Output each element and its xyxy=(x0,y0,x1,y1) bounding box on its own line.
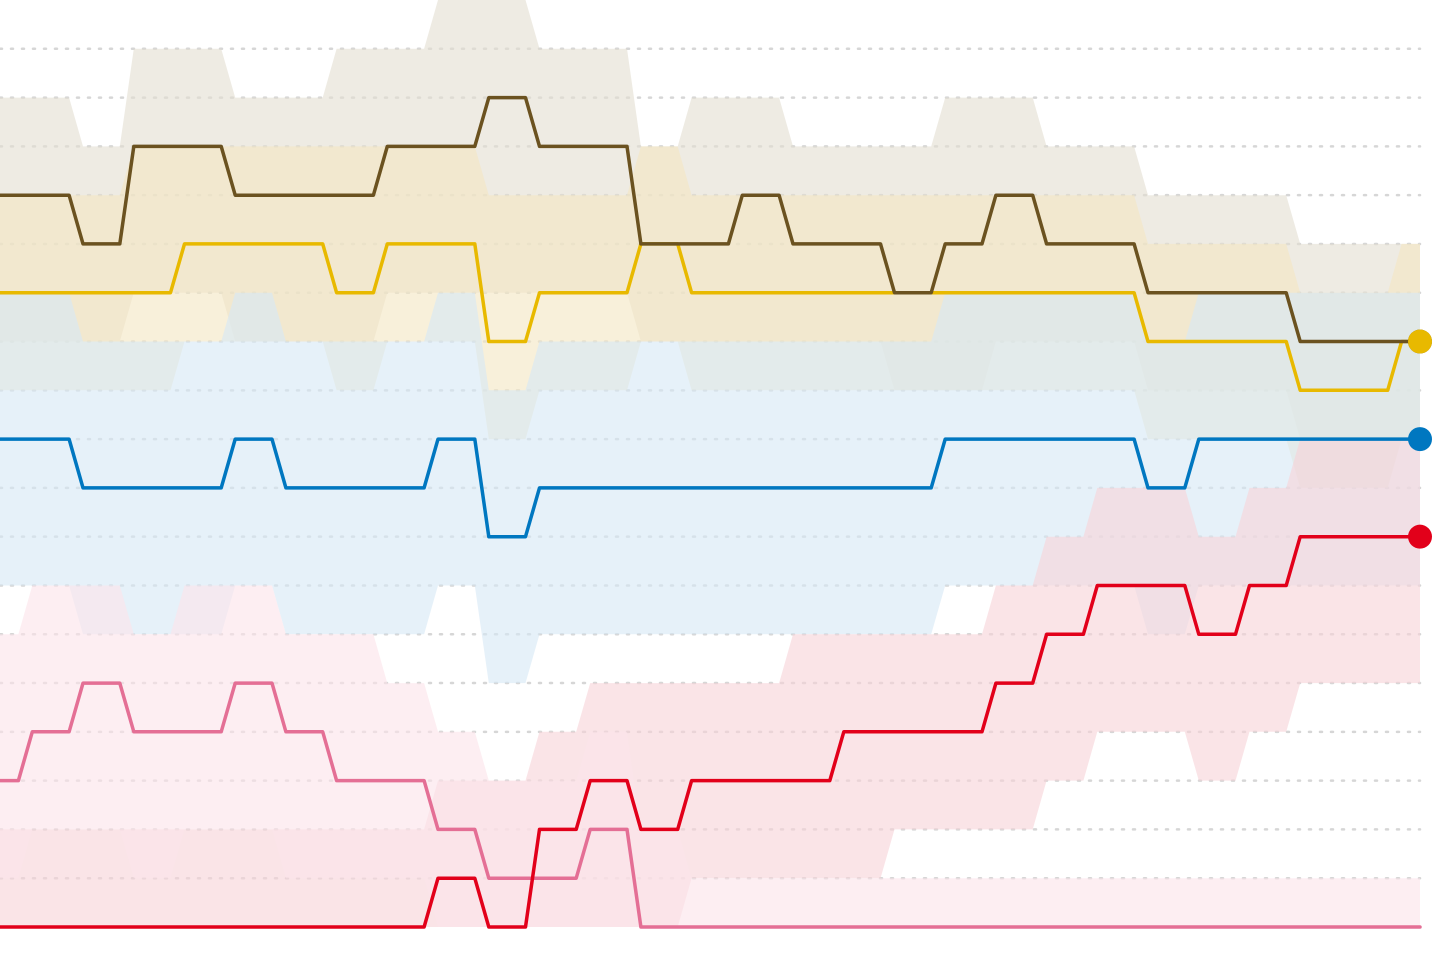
series-3-end-dot xyxy=(1408,427,1432,452)
confidence-bands xyxy=(0,0,1420,927)
series-end-markers xyxy=(1408,329,1432,549)
series-4-line xyxy=(0,534,1422,929)
series-4-end-dot xyxy=(1408,524,1432,549)
series-4-band xyxy=(0,439,1420,927)
series-2-band xyxy=(0,146,1420,488)
series-3-line xyxy=(0,437,1422,539)
series-2-line xyxy=(0,242,1422,393)
series-lines xyxy=(0,95,1422,929)
series-1-line xyxy=(0,95,1422,344)
series-5-line xyxy=(0,681,1422,929)
series-5-band xyxy=(0,585,1420,927)
series-2-end-dot xyxy=(1408,329,1432,354)
